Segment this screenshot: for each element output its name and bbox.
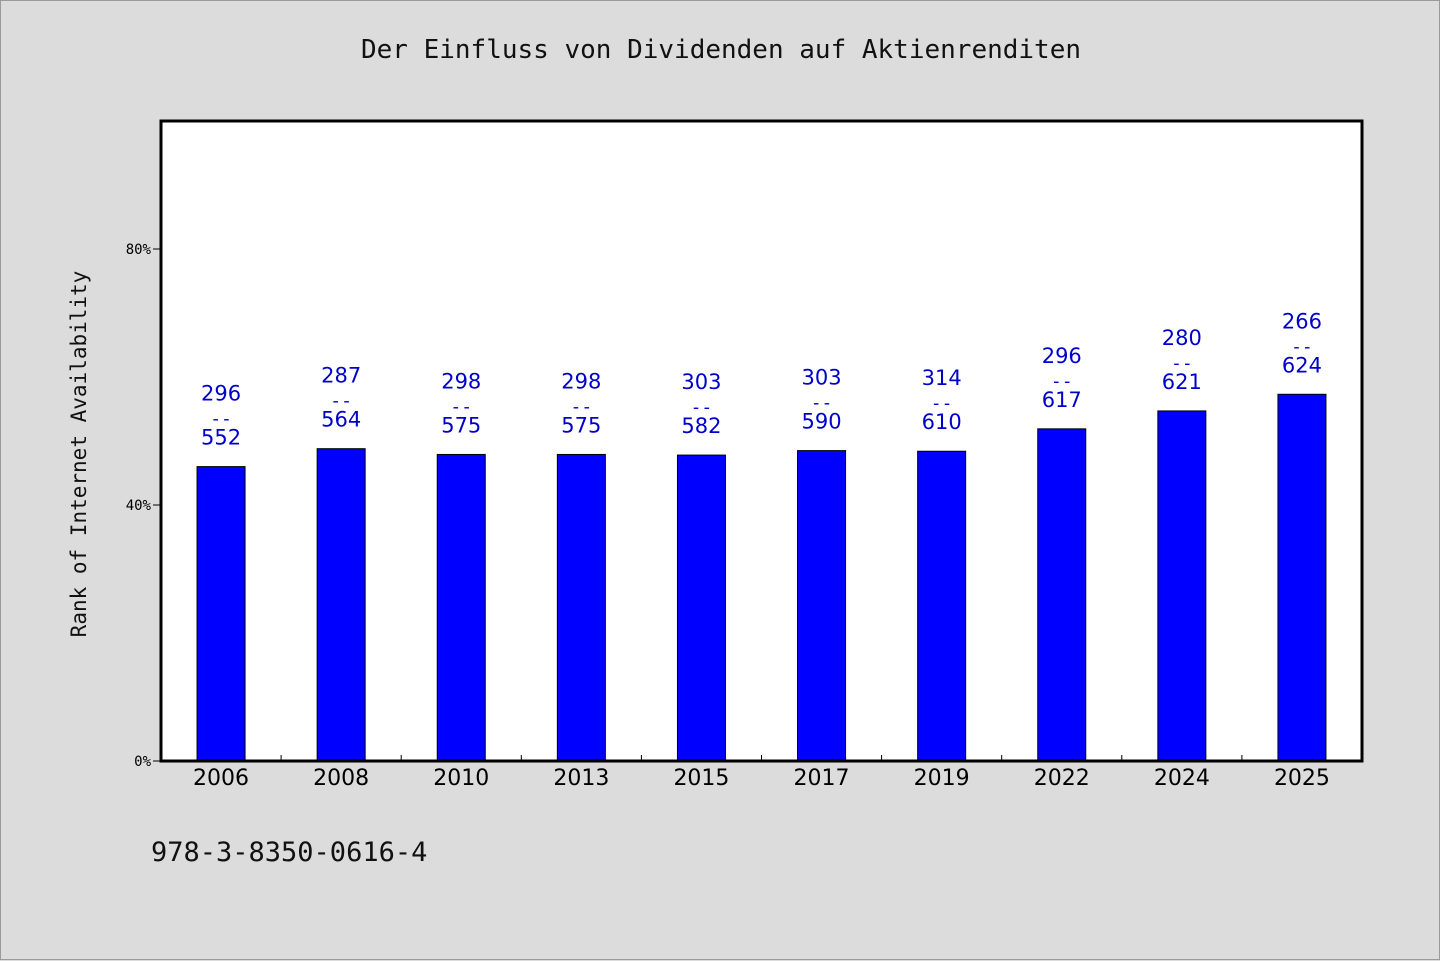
bar <box>436 453 486 762</box>
bar <box>316 448 366 762</box>
bar <box>797 450 847 762</box>
bar <box>917 450 967 762</box>
bar <box>1157 410 1207 762</box>
x-tick-label: 2015 <box>673 766 729 791</box>
bar-label-bottom: 582 <box>681 414 721 438</box>
bar-label-bottom: 624 <box>1282 353 1322 377</box>
bar <box>196 466 246 762</box>
bar-label-bottom: 617 <box>1042 388 1082 412</box>
bar-label-top: 298 <box>441 369 481 393</box>
bar <box>1277 393 1327 762</box>
bar-label-top: 280 <box>1162 326 1202 350</box>
bar-label-top: 287 <box>321 364 361 388</box>
bar-label-bottom: 564 <box>321 408 361 432</box>
bar-label-bottom: 552 <box>201 426 241 450</box>
bar-label-bottom: 590 <box>802 410 842 434</box>
bar <box>1037 428 1087 762</box>
bar-label-separator: -- <box>1291 336 1313 357</box>
x-tick-label: 2008 <box>313 766 369 791</box>
bar-label-top: 296 <box>201 382 241 406</box>
bar-label-separator: -- <box>330 391 352 412</box>
bar-label-top: 266 <box>1282 309 1322 333</box>
bar-label-bottom: 575 <box>561 413 601 437</box>
bar-label-top: 303 <box>681 370 721 394</box>
x-tick-label: 2024 <box>1154 766 1210 791</box>
bar-label-bottom: 621 <box>1162 370 1202 394</box>
y-tick-label: 0% <box>134 754 151 770</box>
bar-label-bottom: 575 <box>441 413 481 437</box>
y-tick-label: 40% <box>126 498 152 514</box>
isbn-code: 978-3-8350-0616-4 <box>151 837 428 868</box>
bar-label-separator: -- <box>210 409 232 430</box>
bar-label-separator: -- <box>571 396 593 417</box>
chart-title: Der Einfluss von Dividenden auf Aktienre… <box>360 35 1082 65</box>
y-tick-label: 80% <box>126 242 152 258</box>
bar-label-separator: -- <box>1171 353 1193 374</box>
bar-label-bottom: 610 <box>922 410 962 434</box>
bar-label-top: 296 <box>1042 344 1082 368</box>
plot-border <box>159 119 1364 763</box>
bar-label-separator: -- <box>931 393 953 414</box>
bar-label-separator: -- <box>811 393 833 414</box>
x-tick-label: 2019 <box>914 766 970 791</box>
x-tick-label: 2010 <box>433 766 489 791</box>
bar-label-separator: -- <box>1051 371 1073 392</box>
bar <box>676 454 726 762</box>
bar-label-separator: -- <box>450 396 472 417</box>
x-tick-label: 2017 <box>794 766 850 791</box>
x-tick-label: 2006 <box>193 766 249 791</box>
bar-label-top: 298 <box>561 369 601 393</box>
x-tick-label: 2022 <box>1034 766 1090 791</box>
x-tick-label: 2013 <box>553 766 609 791</box>
bar <box>556 453 606 762</box>
x-tick-label: 2025 <box>1274 766 1330 791</box>
bar-label-top: 314 <box>922 366 962 390</box>
bar-label-top: 303 <box>802 366 842 390</box>
bar-label-separator: -- <box>691 397 713 418</box>
